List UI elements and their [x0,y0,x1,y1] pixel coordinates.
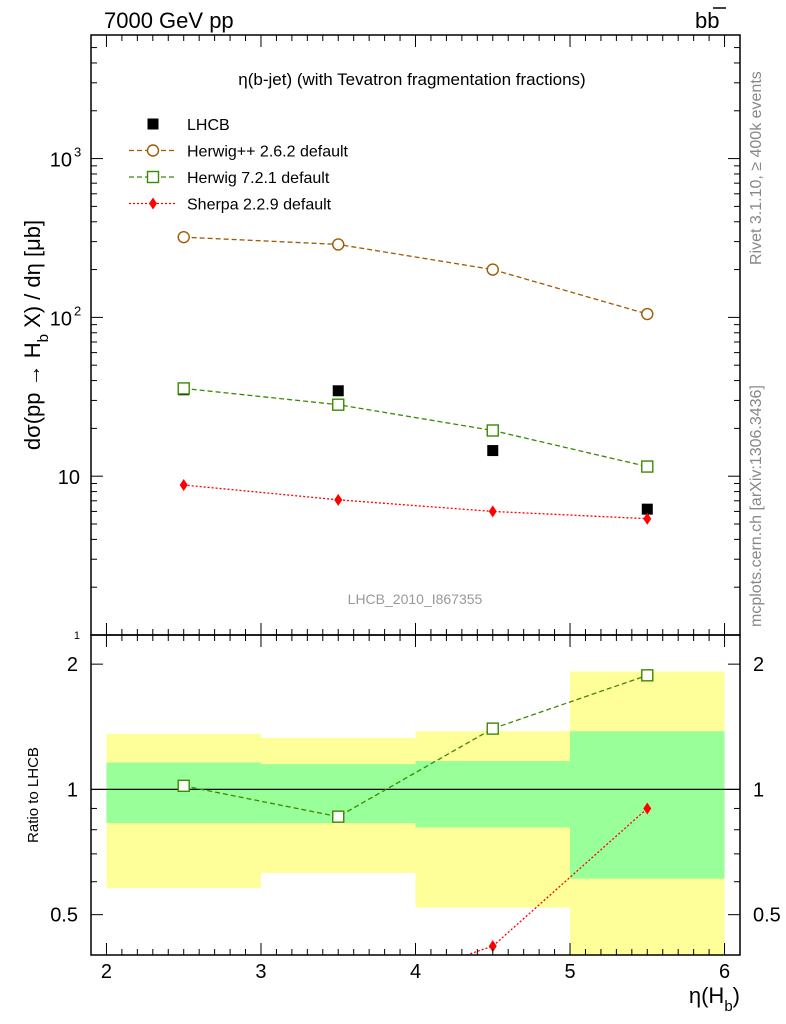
main-ytick-label: 10 [50,308,72,330]
main-point-lhcb [487,445,499,457]
header-right-bbar: b [707,8,719,33]
main-line-herwigpp [183,236,648,315]
ratio-xlabel-a: η(H [689,983,724,1008]
ratio-ticks: 2 3 4 5 6 0.5 0.5 1 1 2 2 [50,635,781,983]
ratio-xtick-label: 5 [564,961,575,983]
ratio-point-sherpa [488,940,497,953]
main-point-herwig7 [177,382,190,395]
main-point-lhcb [641,503,653,515]
ratio-series-layer [91,669,740,955]
ratio-xlabel-sub: b [724,998,732,1015]
main-series-herwig7 [177,382,654,473]
ratio-series-sherpa [466,802,652,955]
main-ytick-label-exp: 3 [74,145,81,160]
main-ytick-label: 10 [50,150,72,172]
legend-item-herwigpp: Herwig++ 2.6.2 default [129,144,349,161]
legend-label-herwigpp: Herwig++ 2.6.2 default [187,144,349,161]
main-point-herwigpp [177,230,190,244]
main-series-sherpa [179,479,652,525]
main-ylabel-sub: b [35,334,52,342]
main-point-herwigpp [332,238,345,251]
main-ylabel-a: dσ(pp → H [20,342,45,450]
main-point-herwig7 [486,424,499,437]
main-point-sherpa [179,479,188,492]
legend-label-lhcb: LHCB [187,117,230,134]
ratio-xtick-label: 2 [101,961,112,983]
ratio-band-inner [415,761,571,828]
ratio-xtick-label: 6 [719,961,730,983]
ratio-ytick-label-left: 2 [67,654,78,676]
main-point-sherpa [334,493,343,506]
main-point-sherpa [488,505,497,518]
header-right: bb [695,8,720,33]
legend-marker-lhcb [147,118,159,130]
ratio-ylabel: Ratio to LHCB [25,747,42,843]
ratio-xlabel: η(Hb) [689,983,740,1015]
ratio-point-sherpa [643,802,652,815]
ratio-ytick-label-right: 1 [753,779,764,801]
ratio-xlabel-b: ) [733,983,740,1008]
header-left: 7000 GeV pp [104,8,234,33]
main-title: η(b-jet) (with Tevatron fragmentation fr… [238,70,585,89]
legend-marker-herwig7 [146,170,160,184]
svg-text:dσ(pp → Hb X) / dη [μb]: dσ(pp → Hb X) / dη [μb] [20,220,52,450]
main-series-herwigpp [177,230,654,321]
ratio-point-herwig7 [332,810,345,823]
main-line-herwig7 [183,387,648,468]
legend-marker-sherpa [149,197,157,210]
analysis-id: LHCB_2010_I867355 [348,591,483,607]
ratio-ytick-label-right: 0.5 [753,905,781,927]
ratio-point-herwig7 [641,669,654,682]
legend-label-herwig7: Herwig 7.2.1 default [187,170,330,187]
legend-item-lhcb: LHCB [147,117,230,134]
legend-marker-herwigpp [146,144,160,157]
main-ytick-label: 1 [74,630,80,642]
main-series-layer [177,230,654,525]
mcplots-label: mcplots.cern.ch [arXiv:1306.3436] [748,385,765,627]
ratio-ytick-label-left: 0.5 [50,905,78,927]
ratio-series-herwig7 [177,669,654,823]
main-ytick-label-exp: 2 [74,303,81,318]
main-ylabel: dσ(pp → Hb X) / dη [μb] [20,220,52,450]
ratio-band-inner [106,762,261,824]
main-series-lhcb [178,384,653,515]
ratio-point-herwig7 [486,722,499,735]
legend-label-sherpa: Sherpa 2.2.9 default [187,197,332,214]
ratio-xtick-label: 4 [410,961,421,983]
main-ylabel-b: X) / dη [μb] [20,220,45,334]
main-point-sherpa [643,512,652,525]
ratio-line-herwig7 [183,674,648,818]
legend-item-sherpa: Sherpa 2.2.9 default [129,197,332,214]
ratio-xtick-label: 3 [255,961,266,983]
main-line-sherpa [183,484,648,520]
ratio-ytick-label-left: 1 [67,779,78,801]
main-point-herwigpp [641,307,654,321]
main-point-herwig7 [332,398,345,411]
ratio-bands [106,671,725,955]
main-ytick-label: 10 [58,467,80,489]
legend-item-herwig7: Herwig 7.2.1 default [129,170,330,187]
main-point-lhcb [332,385,344,397]
header-right-b: b [695,8,707,33]
main-point-herwig7 [641,460,654,473]
legend: LHCB Herwig++ 2.6.2 default Herwig 7.2.1 d… [129,117,349,214]
ratio-panel: 2 3 4 5 6 0.5 0.5 1 1 2 2 Ratio to LHCB η(Hb) [25,634,781,1015]
rivet-label: Rivet 3.1.10, ≥ 400k events [748,71,765,265]
ratio-line-sherpa [466,807,648,955]
ratio-ytick-label-right: 2 [753,654,764,676]
ratio-point-herwig7 [177,779,190,793]
main-point-herwigpp [486,263,499,276]
